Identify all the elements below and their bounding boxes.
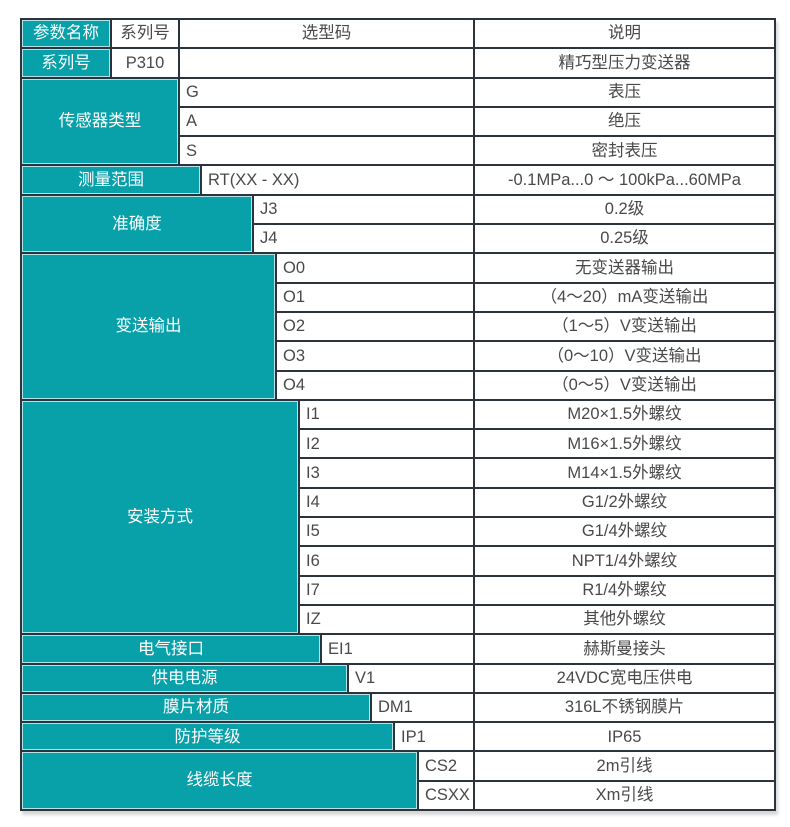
code-cell: I3 — [300, 459, 475, 489]
group-label-cell: 变送输出 — [22, 254, 277, 401]
desc-cell: R1/4外螺纹 — [475, 576, 776, 606]
code-cell: I7 — [300, 576, 475, 606]
code-cell: DM1 — [372, 693, 475, 724]
code-cell: I5 — [300, 518, 475, 548]
code-cell: O0 — [277, 254, 475, 284]
group-label-cell: 膜片材质 — [22, 693, 372, 724]
desc-cell: Xm引线 — [475, 781, 776, 812]
code-cell: CSXX — [419, 781, 475, 812]
group-label-cell: 供电电源 — [22, 664, 349, 694]
desc-cell: （0～10）V变送输出 — [475, 342, 776, 372]
group-label-cell: 传感器类型 — [22, 78, 180, 167]
code-cell: EI1 — [322, 635, 475, 665]
desc-cell: 316L不锈钢膜片 — [475, 693, 776, 724]
desc-cell: G1/2外螺纹 — [475, 488, 776, 519]
header-description: 说明 — [475, 20, 776, 50]
code-cell: I1 — [300, 400, 475, 431]
desc-cell: -0.1MPa...0 ～ 100kPa...60MPa — [475, 166, 776, 196]
code-cell: O4 — [277, 371, 475, 401]
empty-code-cell — [180, 49, 475, 79]
desc-cell: M20×1.5外螺纹 — [475, 400, 776, 431]
code-cell: O1 — [277, 283, 475, 313]
group-label-cell: 安装方式 — [22, 400, 300, 636]
code-cell: O3 — [277, 342, 475, 372]
desc-cell: 0.25级 — [475, 225, 776, 255]
code-cell: RT(XX - XX) — [202, 166, 475, 196]
code-cell: I6 — [300, 547, 475, 577]
desc-cell: 无变送器输出 — [475, 254, 776, 284]
code-cell: IP1 — [395, 723, 475, 753]
desc-cell: IP65 — [475, 723, 776, 753]
code-cell: J4 — [254, 225, 475, 255]
desc-cell: （4～20）mA变送输出 — [475, 283, 776, 313]
selection-table: 参数名称 系列号 选型码 说明 系列号 P310 精巧型压力变送器传感器类型 G 表压 A… — [20, 18, 776, 812]
code-cell: G — [180, 78, 475, 108]
code-cell: I2 — [300, 430, 475, 460]
code-cell: O2 — [277, 312, 475, 343]
desc-cell: 24VDC宽电压供电 — [475, 664, 776, 694]
code-cell: IZ — [300, 605, 475, 636]
code-cell: J3 — [254, 195, 475, 226]
group-label-cell: 电气接口 — [22, 635, 322, 665]
desc-cell: NPT1/4外螺纹 — [475, 547, 776, 577]
desc-cell: （0～5）V变送输出 — [475, 371, 776, 401]
desc-cell: 绝压 — [475, 107, 776, 138]
desc-cell: 精巧型压力变送器 — [475, 49, 776, 79]
desc-cell: G1/4外螺纹 — [475, 518, 776, 548]
code-cell: A — [180, 107, 475, 138]
group-label-cell: 系列号 — [22, 49, 112, 79]
desc-cell: M14×1.5外螺纹 — [475, 459, 776, 489]
selection-table-grid: 参数名称 系列号 选型码 说明 系列号 P310 精巧型压力变送器传感器类型 G 表压 A… — [22, 20, 776, 812]
desc-cell: M16×1.5外螺纹 — [475, 430, 776, 460]
code-cell: S — [180, 137, 475, 167]
desc-cell: 0.2级 — [475, 195, 776, 226]
code-cell: I4 — [300, 488, 475, 519]
code-cell: P310 — [112, 49, 180, 79]
desc-cell: 其他外螺纹 — [475, 605, 776, 636]
code-cell: V1 — [349, 664, 475, 694]
desc-cell: 表压 — [475, 78, 776, 108]
group-label-cell: 线缆长度 — [22, 752, 419, 812]
desc-cell: 密封表压 — [475, 137, 776, 167]
desc-cell: （1～5）V变送输出 — [475, 312, 776, 343]
header-selection-code: 选型码 — [180, 20, 475, 50]
desc-cell: 赫斯曼接头 — [475, 635, 776, 665]
header-series-no: 系列号 — [112, 20, 180, 50]
code-cell: CS2 — [419, 752, 475, 782]
group-label-cell: 防护等级 — [22, 723, 395, 753]
group-label-cell: 测量范围 — [22, 166, 202, 196]
group-label-cell: 准确度 — [22, 195, 254, 255]
desc-cell: 2m引线 — [475, 752, 776, 782]
header-param-name: 参数名称 — [22, 20, 112, 50]
